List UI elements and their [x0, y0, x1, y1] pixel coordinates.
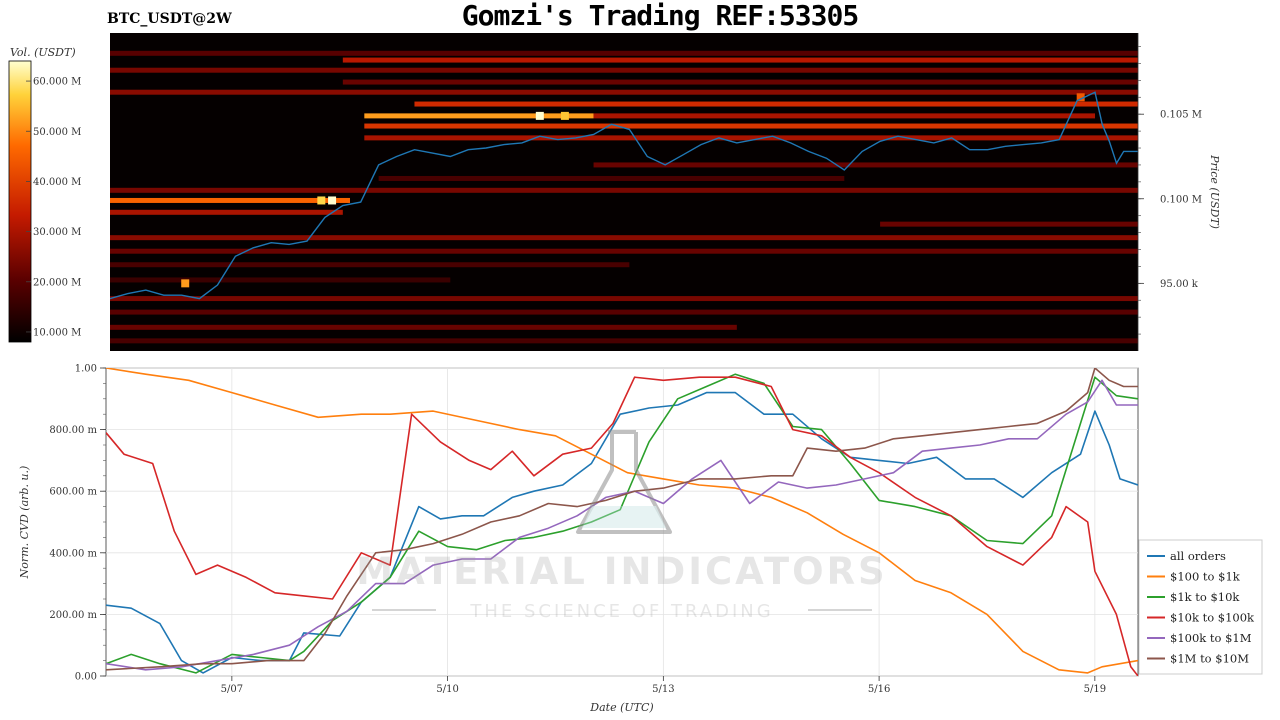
cvd-x-tick-label-2: 5/13 — [652, 684, 674, 695]
heat-band-2 — [110, 67, 1138, 73]
colorbar — [8, 60, 32, 343]
price-axis-ticks: 95.00 k 0.100 M 0.105 M — [1137, 33, 1202, 351]
heat-band-16 — [110, 235, 1138, 241]
cvd-series-line-3 — [106, 376, 1138, 676]
heat-band-15 — [880, 221, 1138, 227]
heat-spot-0 — [181, 279, 190, 288]
cvd-plot-area — [105, 367, 1139, 677]
price-tick-label-2: 0.105 M — [1160, 110, 1202, 121]
heat-band-21 — [110, 309, 1138, 315]
legend-label-4: $100k to $1M — [1170, 631, 1252, 645]
price-tick-label-1: 0.100 M — [1160, 194, 1202, 205]
cvd-y-ticks: 0.00 200.00 m 400.00 m 600.00 m 800.00 m 1.00 — [49, 364, 106, 683]
cvd-x-tick-label-1: 5/10 — [436, 684, 458, 695]
heat-spot-2 — [317, 196, 326, 205]
cvd-x-axis-title: Date (UTC) — [589, 701, 653, 714]
heat-band-3 — [342, 79, 1138, 85]
colorbar-tick-label-4: 50.000 M — [33, 127, 81, 138]
heat-spot-1 — [328, 196, 337, 205]
cvd-series-line-5 — [106, 368, 1138, 671]
cvd-lines — [106, 368, 1138, 676]
heat-band-6 — [364, 113, 594, 119]
cvd-y-tick-label-4: 800.00 m — [49, 425, 97, 436]
cvd-y-tick-label-0: 0.00 — [75, 672, 97, 683]
cvd-series-line-4 — [106, 379, 1138, 671]
cvd-x-tick-label-4: 5/19 — [1084, 684, 1106, 695]
heat-band-20 — [110, 296, 1138, 302]
flask-icon — [576, 430, 672, 534]
heat-band-10 — [593, 162, 1138, 168]
heat-spot-4 — [560, 111, 569, 120]
cvd-y-tick-label-1: 200.00 m — [49, 610, 97, 621]
heat-band-0 — [110, 50, 1138, 56]
heat-spot-5 — [1076, 93, 1085, 102]
cvd-y-tick-label-2: 400.00 m — [49, 548, 97, 559]
price-tick-label-0: 95.00 k — [1160, 279, 1199, 290]
heat-band-13 — [110, 197, 350, 203]
heat-band-19 — [110, 277, 451, 283]
cvd-y-axis-title: Norm. CVD (arb. u.) — [18, 466, 31, 580]
legend-box — [1138, 539, 1263, 675]
flask-liquid — [582, 506, 666, 528]
colorbar-tick-label-2: 30.000 M — [33, 227, 81, 238]
cvd-y-tick-label-5: 1.00 — [75, 364, 97, 375]
cvd-x-tick-label-3: 5/16 — [868, 684, 890, 695]
heat-band-18 — [110, 262, 630, 268]
heat-band-22 — [110, 324, 737, 330]
heat-band-17 — [110, 248, 1138, 254]
cvd-grid — [106, 367, 1138, 677]
heat-band-14 — [110, 209, 343, 215]
heat-band-11 — [378, 175, 845, 181]
cvd-series-line-1 — [106, 368, 1138, 674]
legend-label-5: $1M to $10M — [1170, 652, 1249, 666]
cvd-y-tick-label-3: 600.00 m — [49, 487, 97, 498]
colorbar-tick-label-5: 60.000 M — [33, 77, 81, 88]
heatmap-layer — [110, 50, 1138, 344]
page-title: Gomzi's Trading REF:53305 — [461, 0, 859, 32]
legend-label-1: $100 to $1k — [1170, 570, 1241, 584]
heat-band-8 — [364, 123, 1138, 129]
price-series-line — [110, 91, 1138, 300]
legend: all orders $100 to $1k $1k to $10k $10k to … — [1147, 549, 1255, 666]
colorbar-tick-label-0: 10.000 M — [33, 327, 81, 338]
heat-spot-3 — [535, 111, 544, 120]
cvd-x-tick-label-0: 5/07 — [221, 684, 243, 695]
price-axis-title: Price (USDT) — [1208, 154, 1221, 229]
watermark-title: MATERIAL INDICATORS — [356, 550, 887, 593]
heat-band-9 — [364, 135, 1138, 141]
pair-label: BTC_USDT@2W — [107, 11, 232, 27]
watermark-subtitle: THE SCIENCE OF TRADING — [469, 601, 773, 622]
heat-band-1 — [342, 57, 1138, 63]
colorbar-ticks: 10.000 M 20.000 M 30.000 M 40.000 M 50.000 M… — [26, 77, 81, 338]
heat-band-5 — [414, 101, 1138, 107]
heat-band-4 — [110, 89, 1138, 95]
cvd-x-ticks: 5/07 5/10 5/13 5/16 5/19 — [221, 676, 1106, 695]
heat-band-7 — [593, 113, 1096, 119]
colorbar-tick-label-1: 20.000 M — [33, 277, 81, 288]
legend-label-2: $1k to $10k — [1170, 590, 1240, 604]
legend-label-0: all orders — [1170, 549, 1226, 563]
colorbar-title: Vol. (USDT) — [10, 46, 76, 59]
legend-label-3: $10k to $100k — [1170, 611, 1255, 625]
heat-band-23 — [110, 338, 1138, 344]
watermark: MATERIAL INDICATORS THE SCIENCE OF TRADI… — [356, 430, 887, 622]
colorbar-tick-label-3: 40.000 M — [33, 177, 81, 188]
heat-band-12 — [110, 187, 1138, 193]
